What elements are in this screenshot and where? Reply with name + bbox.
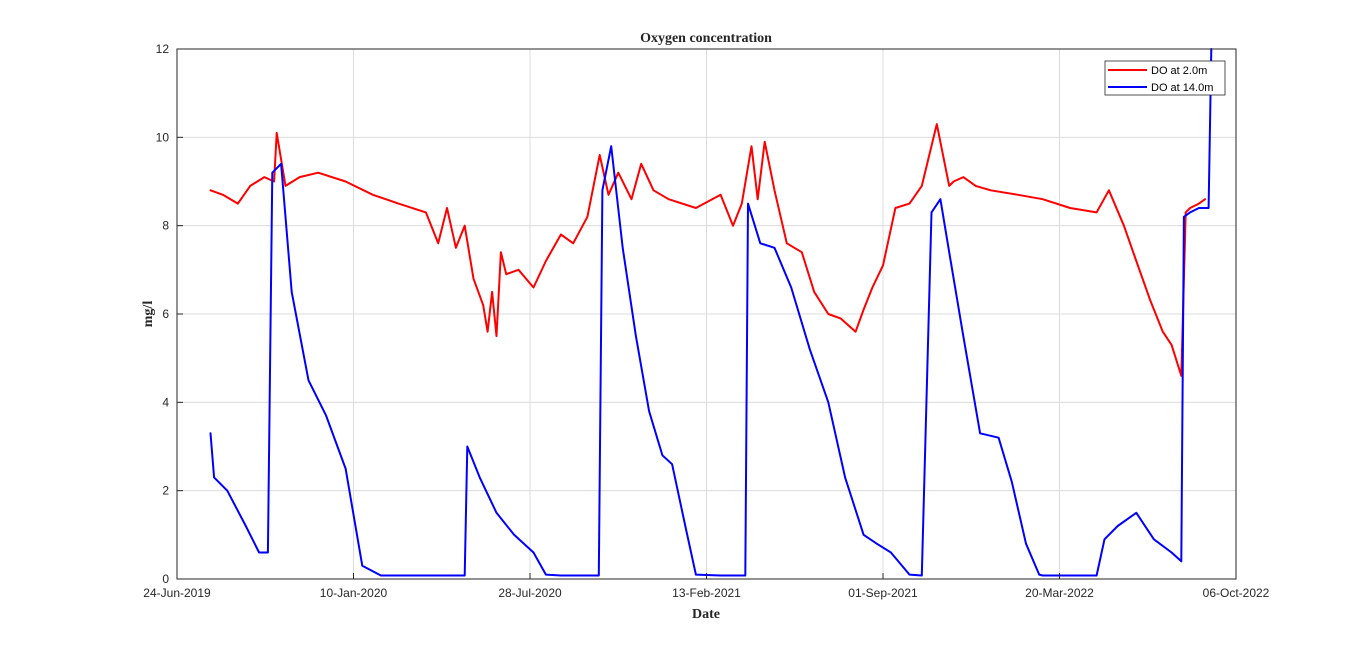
x-tick-label-06-oct-2022: 06-Oct-2022 [1203,586,1270,600]
legend-box [1104,60,1226,96]
x-tick-label-10-jan-2020: 10-Jan-2020 [320,586,388,600]
y-tick-label-10: 10 [156,130,170,144]
x-tick-label-13-feb-2021: 13-Feb-2021 [672,586,741,600]
series-lines [209,48,1213,577]
x-axis-label: Date [692,607,720,622]
y-tick-label-12: 12 [156,42,170,56]
legend-label-do-14m: DO at 14.0m [1151,82,1213,94]
legend-label-do-2m: DO at 2.0m [1151,65,1207,77]
x-tick-label-01-sep-2021: 01-Sep-2021 [848,586,918,600]
x-tick-label-24-jun-2019: 24-Jun-2019 [143,586,211,600]
axis-ticks: 24-Jun-2019 10-Jan-2020 28-Jul-2020 13-Feb-… [143,42,1269,600]
x-tick-label-20-mar-2022: 20-Mar-2022 [1025,586,1094,600]
y-tick-label-2: 2 [162,484,169,498]
legend: DO at 2.0m DO at 14.0m [1104,60,1226,96]
y-tick-label-6: 6 [162,307,169,321]
x-tick-label-28-jul-2020: 28-Jul-2020 [498,586,562,600]
y-axis-label: mg/l [141,301,156,328]
y-tick-label-0: 0 [162,572,169,586]
series-line-do-at-14-0m [209,48,1213,577]
series-line-do-at-2-0m [209,123,1207,377]
chart-title: Oxygen concentration [640,31,772,46]
y-tick-label-8: 8 [162,219,169,233]
y-tick-label-4: 4 [162,395,169,409]
